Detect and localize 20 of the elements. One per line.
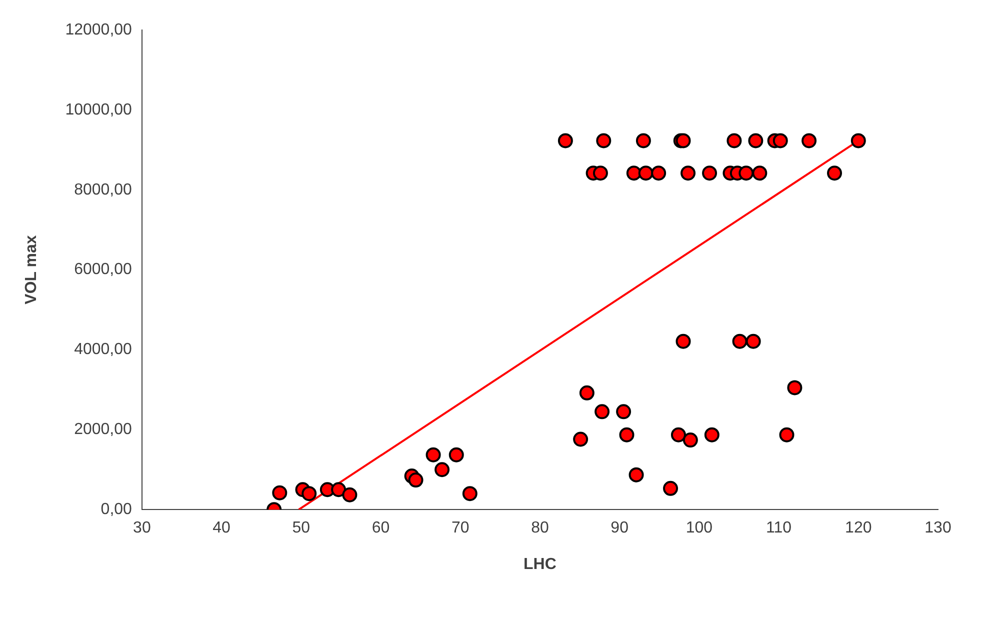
x-tick-label: 100 bbox=[686, 520, 713, 537]
y-axis-title: VOL max bbox=[23, 235, 40, 304]
y-tick-label: 2000,00 bbox=[74, 421, 132, 438]
y-tick-label: 12000,00 bbox=[65, 21, 132, 38]
y-tick-label: 0,00 bbox=[100, 501, 132, 518]
x-tick-label: 120 bbox=[845, 520, 872, 537]
y-tick-label: 4000,00 bbox=[74, 341, 132, 358]
y-tick-label: 10000,00 bbox=[65, 101, 132, 118]
x-tick-label: 90 bbox=[610, 520, 629, 537]
x-axis-title: LHC bbox=[524, 556, 557, 573]
x-tick-label: 110 bbox=[766, 520, 792, 537]
x-tick-label: 30 bbox=[133, 520, 151, 537]
y-tick-label: 6000,00 bbox=[74, 261, 132, 278]
x-tick-label: 60 bbox=[372, 520, 390, 537]
x-tick-label: 70 bbox=[451, 520, 470, 537]
x-tick-label: 50 bbox=[292, 520, 310, 537]
x-tick-label: 130 bbox=[924, 520, 952, 537]
x-tick-label: 80 bbox=[531, 520, 549, 537]
x-tick-label: 40 bbox=[212, 520, 231, 537]
y-tick-label: 8000,00 bbox=[74, 181, 132, 198]
